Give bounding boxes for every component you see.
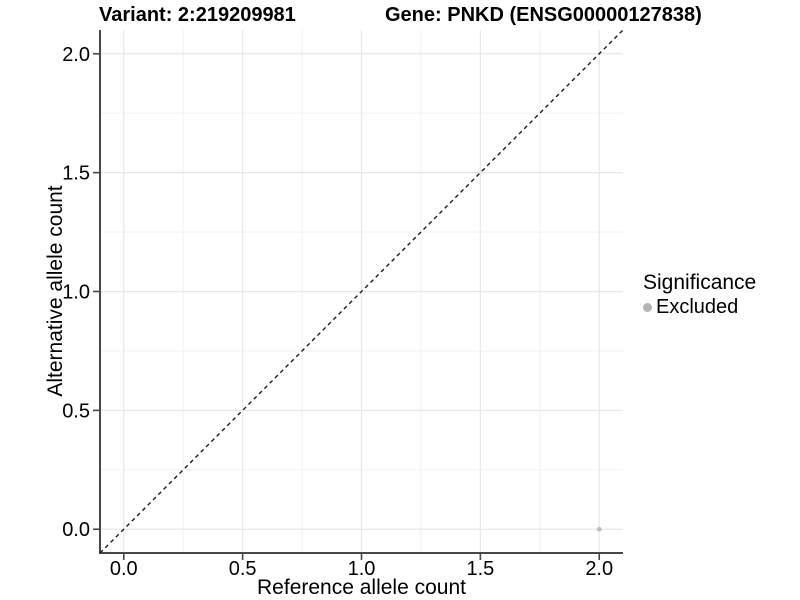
data-point [596, 526, 602, 532]
y-axis-title: Alternative allele count [44, 185, 67, 397]
x-tick-label: 0.0 [110, 558, 138, 580]
plot-title-gene: Gene: PNKD (ENSG00000127838) [385, 4, 702, 26]
identity-reference-line [99, 29, 624, 554]
legend-item-label: Excluded [656, 296, 739, 318]
y-tick-label: 1.0 [62, 282, 90, 304]
plot-title-variant: Variant: 2:219209981 [99, 4, 296, 26]
x-tick-label: 0.5 [229, 558, 257, 580]
x-tick-label: 1.5 [466, 558, 494, 580]
y-tick-label: 0.0 [62, 519, 90, 541]
x-tick-label: 2.0 [585, 558, 613, 580]
x-tick-label: 1.0 [348, 558, 376, 580]
y-tick-label: 1.5 [62, 163, 90, 185]
legend-item-excluded: Excluded [643, 296, 756, 318]
legend: Significance Excluded [643, 270, 756, 318]
y-tick-label: 2.0 [62, 44, 90, 66]
legend-title: Significance [643, 271, 757, 294]
x-axis-title: Reference allele count [257, 576, 466, 599]
legend-point-icon [643, 302, 652, 312]
y-tick-label: 0.5 [62, 400, 90, 422]
